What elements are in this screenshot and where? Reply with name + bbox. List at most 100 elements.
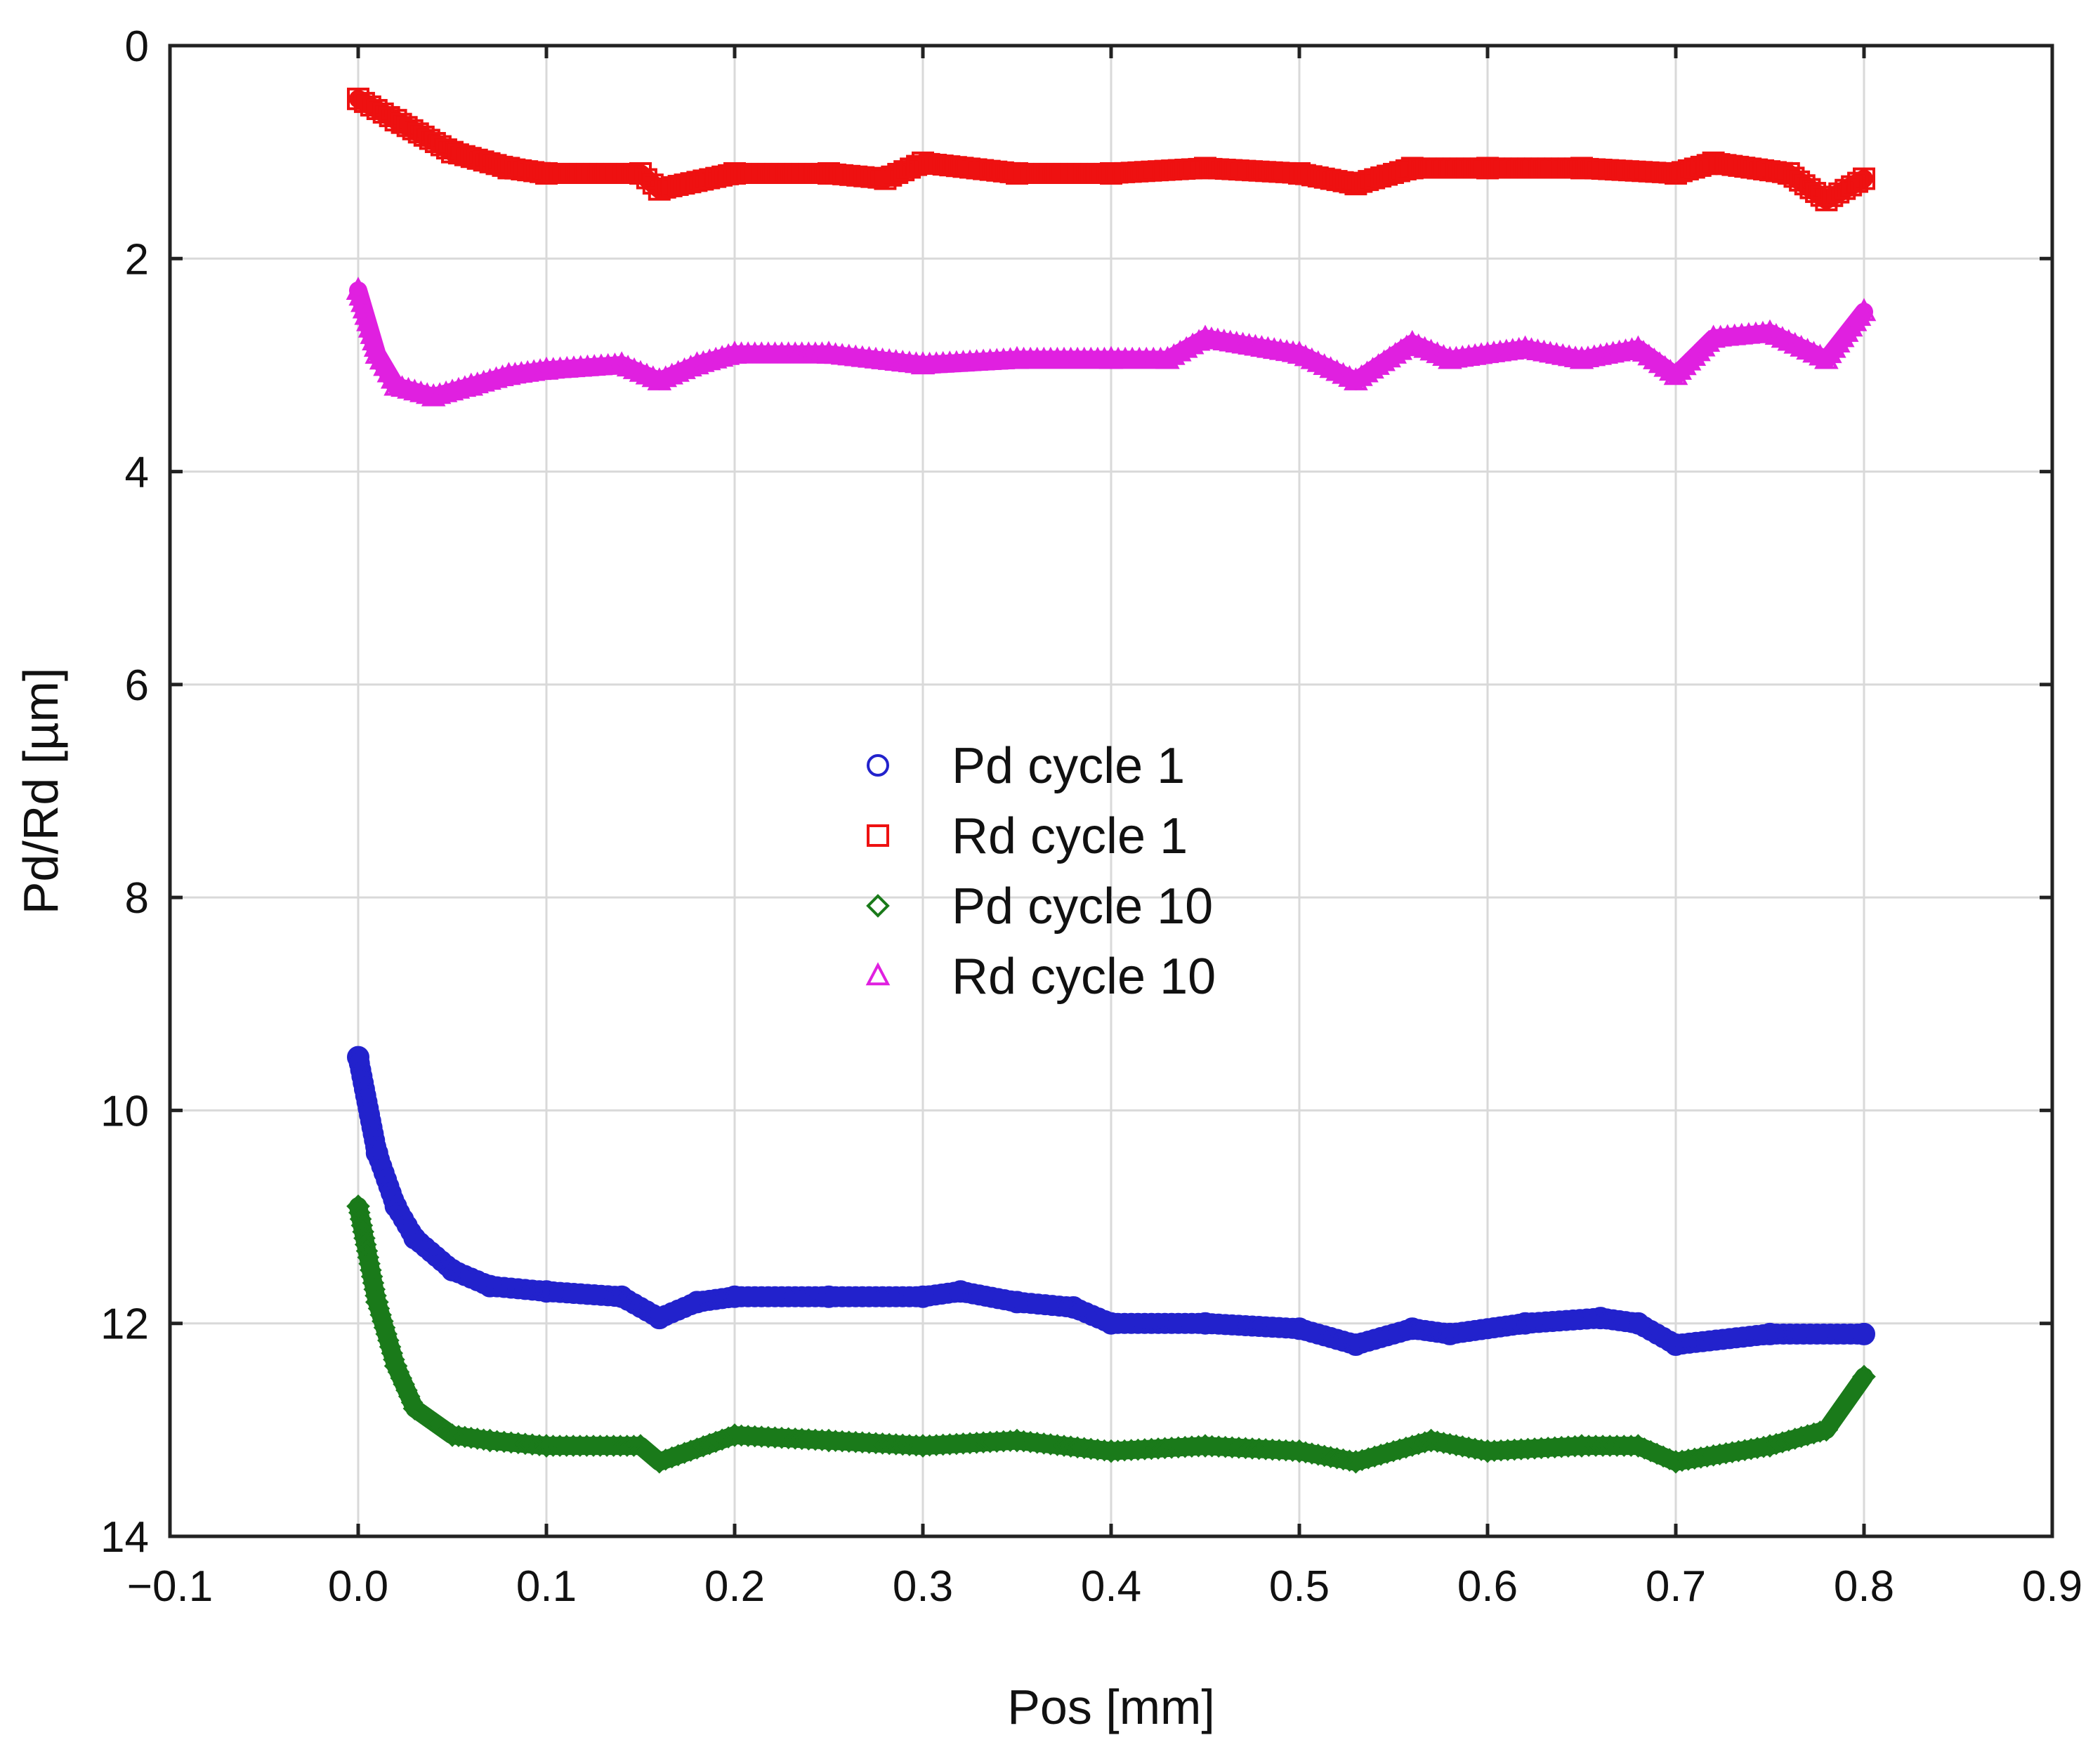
trail-marker bbox=[1659, 1330, 1681, 1352]
trail-marker bbox=[1035, 1294, 1056, 1316]
trail-marker bbox=[1395, 1436, 1417, 1459]
trail-marker bbox=[1187, 329, 1211, 351]
trail-marker bbox=[1221, 1436, 1244, 1459]
trail-marker bbox=[797, 1428, 820, 1451]
trail-marker bbox=[1268, 1317, 1290, 1338]
trail-marker bbox=[500, 1277, 522, 1299]
trail-marker bbox=[1799, 178, 1821, 199]
trail-marker bbox=[1282, 1317, 1304, 1339]
trail-marker bbox=[1648, 351, 1672, 374]
trail-marker bbox=[353, 91, 375, 113]
legend-label: Rd cycle 10 bbox=[952, 949, 1216, 1005]
y-tick-label: 10 bbox=[100, 1087, 149, 1135]
trail-marker bbox=[1141, 1312, 1162, 1334]
trail-marker bbox=[999, 347, 1022, 369]
trail-marker bbox=[1241, 1437, 1264, 1460]
trail-marker bbox=[1351, 1449, 1374, 1472]
trail-marker bbox=[521, 1279, 543, 1301]
trail-marker bbox=[528, 1280, 550, 1302]
data-point bbox=[535, 1280, 558, 1303]
trail-marker bbox=[1281, 1439, 1304, 1462]
trail-marker bbox=[718, 164, 740, 185]
legend-label: Pd cycle 1 bbox=[952, 738, 1185, 794]
trail-marker bbox=[435, 1420, 459, 1443]
trail-marker bbox=[424, 131, 446, 153]
trail-marker bbox=[1790, 1425, 1813, 1449]
trail-marker bbox=[353, 1227, 376, 1250]
trail-marker bbox=[763, 1426, 787, 1449]
trail-marker bbox=[383, 1189, 405, 1211]
trail-marker bbox=[1569, 1309, 1591, 1331]
trail-marker bbox=[1792, 1323, 1814, 1345]
trail-marker bbox=[1389, 338, 1413, 360]
trail-marker bbox=[472, 1428, 495, 1451]
trail-marker bbox=[357, 1246, 380, 1269]
trail-marker bbox=[1549, 1310, 1570, 1332]
trail-marker bbox=[485, 1430, 508, 1453]
trail-marker bbox=[1254, 1438, 1277, 1461]
trail-marker bbox=[1766, 1323, 1787, 1345]
x-tick-label: 0.2 bbox=[704, 1562, 765, 1611]
trail-marker bbox=[355, 1239, 379, 1263]
legend: Pd cycle 1 Rd cycle 1 Pd cycle 10 Rd cycle … bbox=[865, 738, 1216, 1005]
trail-marker bbox=[530, 161, 551, 183]
trail-marker bbox=[1796, 1424, 1819, 1446]
trail-marker bbox=[1261, 1317, 1283, 1338]
trail-marker bbox=[1214, 1314, 1236, 1336]
trail-marker bbox=[1438, 1432, 1462, 1456]
trail-marker bbox=[831, 1430, 853, 1453]
trail-marker bbox=[743, 1425, 766, 1448]
trail-marker bbox=[1093, 346, 1116, 369]
trail-marker bbox=[1363, 1445, 1386, 1468]
trail-marker bbox=[1167, 1312, 1189, 1334]
trail-marker bbox=[1528, 1312, 1550, 1333]
data-point bbox=[1758, 1434, 1782, 1458]
trail-marker bbox=[893, 160, 915, 182]
trail-marker bbox=[1557, 1435, 1580, 1458]
trail-marker bbox=[363, 1278, 386, 1301]
trail-marker bbox=[360, 1259, 382, 1281]
trail-marker bbox=[845, 1286, 867, 1307]
trail-marker bbox=[1799, 1323, 1821, 1345]
trail-marker bbox=[528, 1434, 551, 1456]
trail-marker bbox=[1556, 1310, 1577, 1331]
trail-marker bbox=[1507, 336, 1530, 359]
trail-marker bbox=[804, 1286, 826, 1307]
trail-marker bbox=[851, 1286, 873, 1307]
trail-marker bbox=[1275, 1439, 1297, 1462]
trail-marker bbox=[1813, 1323, 1835, 1345]
trail-marker bbox=[730, 1424, 753, 1447]
trail-marker bbox=[514, 1279, 536, 1300]
trail-marker bbox=[844, 1430, 867, 1453]
trail-marker bbox=[1839, 1323, 1861, 1345]
legend-entry: Pd cycle 10 bbox=[866, 878, 1213, 935]
trail-marker bbox=[1247, 1437, 1271, 1461]
trail-marker bbox=[1338, 364, 1361, 387]
trail-marker bbox=[1032, 1432, 1056, 1455]
trail-marker bbox=[549, 1281, 571, 1303]
trail-marker bbox=[1046, 1434, 1069, 1456]
trail-marker bbox=[542, 1281, 564, 1303]
trail-marker bbox=[1828, 182, 1850, 204]
trail-marker bbox=[710, 345, 734, 367]
trail-marker bbox=[777, 1286, 799, 1307]
trail-marker bbox=[1432, 1432, 1455, 1454]
trail-marker bbox=[1025, 1431, 1049, 1454]
trail-marker bbox=[1200, 1435, 1223, 1458]
data-point bbox=[1400, 329, 1425, 353]
trail-marker bbox=[1719, 1328, 1740, 1350]
x-tick-label: 0.8 bbox=[1834, 1562, 1894, 1611]
trail-marker bbox=[1382, 1439, 1405, 1463]
trail-marker bbox=[1746, 1437, 1768, 1459]
trail-marker bbox=[447, 376, 471, 399]
trail-marker bbox=[1653, 355, 1676, 377]
x-tick-label: 0.5 bbox=[1269, 1562, 1330, 1611]
trail-marker bbox=[1107, 1312, 1129, 1334]
trail-marker bbox=[1306, 1443, 1330, 1466]
trail-marker bbox=[521, 1433, 544, 1456]
trail-marker bbox=[391, 375, 414, 397]
trail-marker bbox=[718, 1287, 740, 1309]
data-point bbox=[1344, 1450, 1368, 1474]
trail-marker bbox=[473, 1272, 494, 1294]
